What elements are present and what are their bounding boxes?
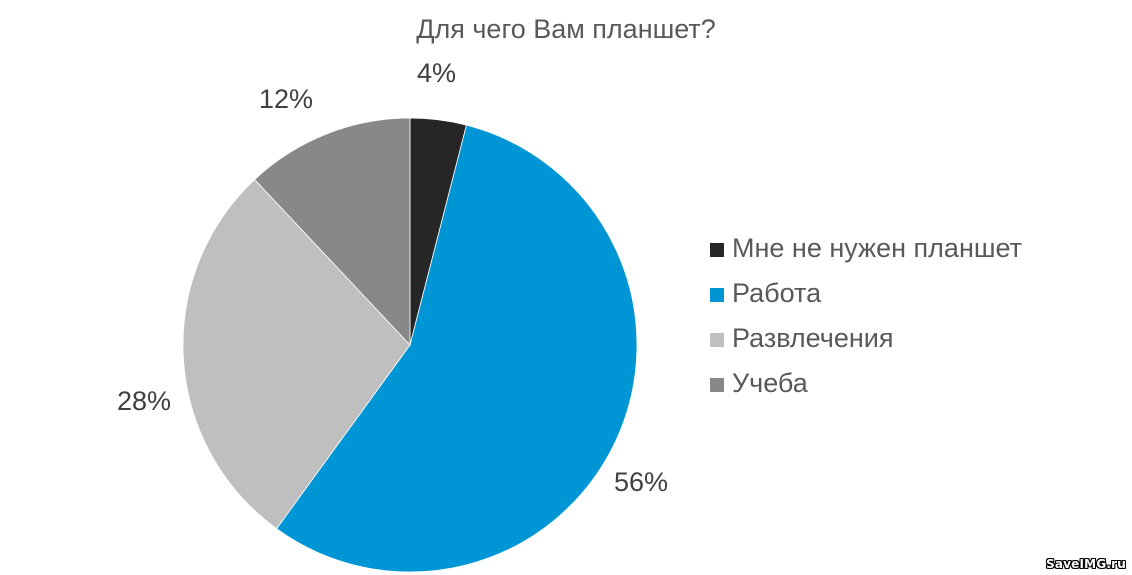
legend-item-not-needed: Мне не нужен планшет (710, 226, 1022, 271)
chart-title: Для чего Вам планшет? (416, 14, 716, 44)
legend-swatch (710, 287, 724, 302)
legend-label: Учеба (732, 368, 808, 398)
data-label-study: 12% (259, 84, 314, 114)
pie-slice (254, 117, 411, 347)
legend-item-work: Работа (710, 271, 1022, 316)
legend-label: Мне не нужен планшет (732, 233, 1022, 263)
legend: Мне не нужен планшет Работа Развлечения … (710, 226, 1022, 406)
pie-slices (182, 117, 638, 573)
legend-label: Работа (732, 278, 822, 308)
legend-swatch (710, 377, 724, 392)
legend-item-study: Учеба (710, 361, 1022, 406)
legend-item-entertainment: Развлечения (710, 316, 1022, 361)
data-label-entertainment: 28% (117, 386, 172, 416)
legend-swatch (710, 332, 724, 347)
watermark: SaveIMG.ru (1046, 557, 1126, 571)
data-label-work: 56% (614, 467, 669, 497)
data-label-not-needed: 4% (417, 58, 457, 88)
legend-label: Развлечения (732, 323, 894, 353)
pie-slice (276, 124, 638, 573)
legend-swatch (710, 242, 724, 257)
pie-slice (182, 178, 411, 530)
